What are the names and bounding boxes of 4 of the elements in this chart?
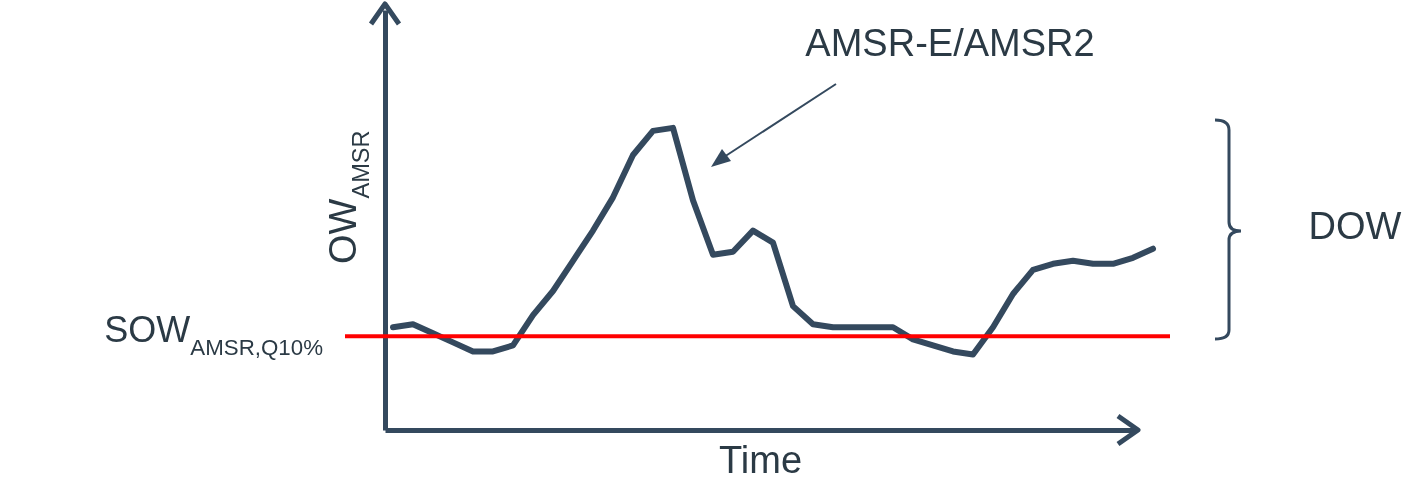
text: DOW: [1308, 205, 1402, 247]
text: AMSR-E/AMSR2: [805, 22, 1095, 64]
x-axis-title: Time: [718, 438, 803, 481]
ref-line-label: SOW$_{AMSR,Q10%}$: [104, 309, 324, 360]
